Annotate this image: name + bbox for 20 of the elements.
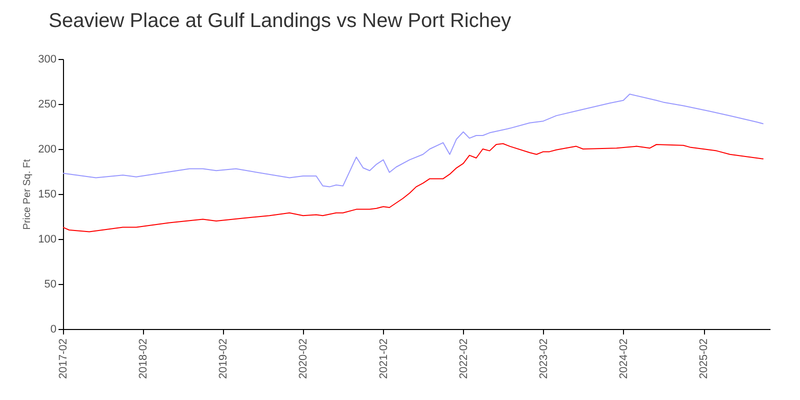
y-tick-label: 100: [38, 234, 56, 246]
line-series: [62, 94, 764, 188]
y-tick-label: 250: [38, 98, 56, 110]
line-series: [62, 143, 764, 232]
y-tick-label: 50: [44, 278, 56, 290]
x-tick-label: 2023-02: [538, 338, 550, 379]
x-tick-label: 2025-02: [698, 338, 710, 379]
x-tick-label: 2020-02: [298, 338, 310, 379]
y-tick-label: 300: [38, 54, 56, 66]
x-tick-label: 2019-02: [218, 338, 230, 379]
x-tick-label: 2021-02: [378, 338, 390, 379]
x-tick-label: 2022-02: [458, 338, 470, 379]
y-tick-label: 0: [50, 324, 56, 336]
x-tick-label: 2024-02: [618, 338, 630, 379]
y-axis-title: Price Per Sq. Ft: [22, 158, 34, 230]
x-tick-label: 2017-02: [58, 338, 70, 379]
y-tick-label: 200: [38, 144, 56, 156]
y-tick-label: 150: [38, 188, 56, 200]
x-tick-label: 2018-02: [138, 338, 150, 379]
chart-title: Seaview Place at Gulf Landings vs New Port Richey: [48, 10, 512, 32]
